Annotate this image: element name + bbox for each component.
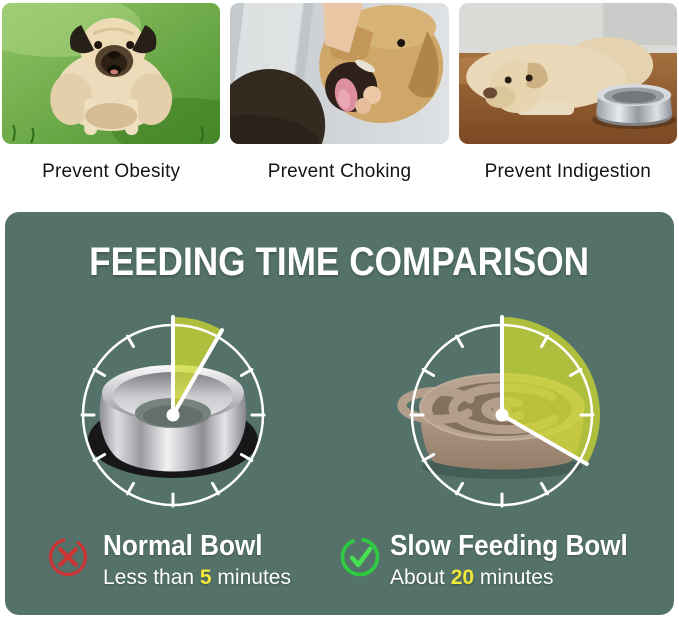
time-suffix: minutes	[474, 566, 554, 589]
slow-bowl-result: Slow Feeding Bowl About 20 minutes	[390, 530, 654, 591]
lying-dog-illustration	[458, 3, 677, 144]
time-suffix: minutes	[211, 566, 291, 589]
clock-hand-end	[500, 413, 589, 466]
comparison-panel: FEEDING TIME COMPARISON	[5, 212, 674, 615]
steel-food-bowl	[591, 84, 676, 129]
owner-hand-and-hair	[230, 3, 382, 144]
benefit-caption-indigestion: Prevent Indigestion	[484, 161, 652, 182]
benefit-card-choking: Prevent Choking	[230, 3, 449, 183]
result-time-slow: About 20 minutes	[390, 565, 654, 591]
time-value: 5	[199, 566, 212, 589]
clock-hand-end	[171, 328, 224, 417]
slow-bowl-clock	[397, 315, 600, 508]
benefit-caption-obesity: Prevent Obesity	[42, 161, 181, 182]
normal-bowl-clock	[80, 315, 266, 508]
benefit-card-obesity: Prevent Obesity	[2, 3, 221, 183]
photo-lying-dog	[458, 3, 677, 144]
result-title-normal: Normal Bowl	[103, 530, 263, 562]
labrador-dog	[465, 37, 653, 115]
clock-center-pin	[166, 408, 180, 422]
mouth-check-illustration	[230, 3, 449, 144]
pug-dog	[50, 18, 173, 135]
clock-ticks	[409, 334, 595, 508]
photo-mouth-check	[230, 3, 449, 144]
result-title-slow: Slow Feeding Bowl	[390, 530, 628, 562]
benefit-card-indigestion: Prevent Indigestion	[458, 3, 677, 183]
normal-bowl-result: Normal Bowl Less than 5 minutes	[103, 530, 291, 591]
time-value: 20	[450, 566, 475, 589]
time-prefix: About	[390, 566, 451, 589]
panel-title: FEEDING TIME COMPARISON	[89, 240, 590, 284]
clock-center-pin	[495, 408, 509, 422]
check-icon	[340, 537, 380, 577]
benefit-caption-choking: Prevent Choking	[267, 161, 412, 182]
pug-on-grass-illustration	[2, 3, 221, 144]
time-prefix: Less than	[103, 566, 200, 589]
result-time-normal: Less than 5 minutes	[103, 565, 291, 591]
x-icon	[48, 537, 88, 577]
benefits-row: Prevent Obesity	[2, 3, 677, 183]
photo-overweight-pug	[2, 3, 221, 144]
